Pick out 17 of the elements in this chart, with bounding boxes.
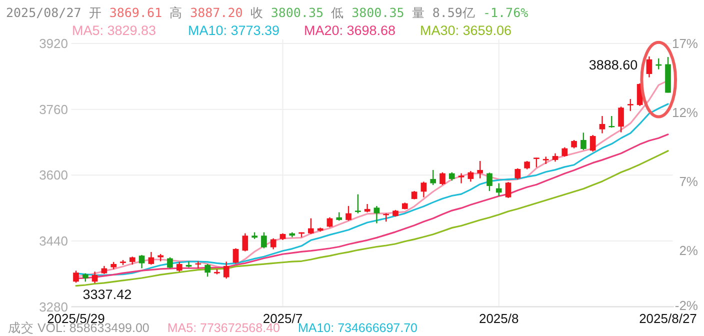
y-tick-label: 3600 <box>39 168 68 183</box>
x-tick-label: 2025/8/27 <box>639 311 697 326</box>
x-tick-label: 2025/8 <box>478 311 519 326</box>
chart-title: 2025/08/27 开 3869.61 高 3887.20 收 3800.35 低 3800.35 量 8.59亿 -1.76% <box>6 5 528 20</box>
y-tick-label: 3920 <box>39 36 68 52</box>
y2-tick-label: -2% <box>674 298 698 314</box>
y2-tick-label: 7% <box>679 174 698 190</box>
y-tick-label: 3280 <box>39 299 68 314</box>
annotation: 3337.42 <box>82 287 132 302</box>
y2-tick-label: 2% <box>679 242 698 258</box>
y2-tick-label: 17% <box>672 36 698 52</box>
legend: MA5: 3829.83 MA10: 3773.39 MA20: 3698.68 MA30: 3659.06 <box>72 23 512 38</box>
y-tick-label: 3760 <box>39 102 68 117</box>
annotation: 3888.60 <box>588 57 638 72</box>
text: MA10: 734666697.70 <box>298 321 418 335</box>
y-tick-label: 3440 <box>39 233 68 248</box>
y2-tick-label: 12% <box>672 105 698 120</box>
